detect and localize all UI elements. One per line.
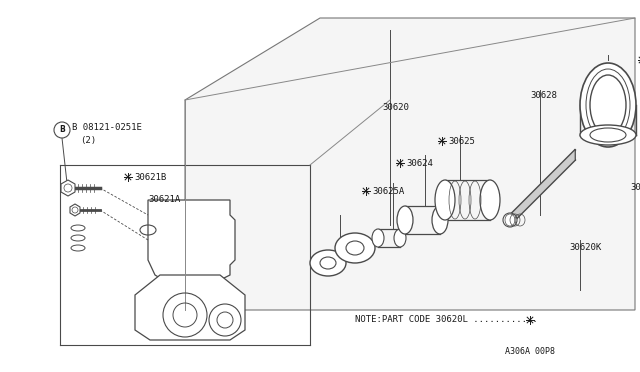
Ellipse shape: [394, 229, 406, 247]
Text: 30624: 30624: [406, 158, 433, 167]
Text: A306A 00P8: A306A 00P8: [505, 347, 555, 356]
Ellipse shape: [580, 125, 636, 145]
Text: B 08121-0251E: B 08121-0251E: [72, 124, 142, 132]
Ellipse shape: [397, 206, 413, 234]
Ellipse shape: [435, 180, 455, 220]
Text: (2): (2): [80, 137, 96, 145]
Polygon shape: [61, 180, 75, 196]
Text: 30620K: 30620K: [569, 244, 601, 253]
Text: 30625E: 30625E: [630, 183, 640, 192]
Ellipse shape: [503, 213, 517, 227]
Polygon shape: [135, 275, 245, 340]
Text: B: B: [59, 125, 65, 135]
Text: 30625A: 30625A: [372, 186, 404, 196]
Polygon shape: [148, 200, 235, 290]
Ellipse shape: [335, 233, 375, 263]
Text: 30621A: 30621A: [148, 196, 180, 205]
Text: 30628: 30628: [530, 92, 557, 100]
Ellipse shape: [54, 122, 70, 138]
Polygon shape: [185, 18, 635, 310]
Ellipse shape: [432, 206, 448, 234]
Polygon shape: [510, 150, 575, 225]
Polygon shape: [70, 204, 80, 216]
Text: 30621B: 30621B: [134, 173, 166, 182]
Text: 30625: 30625: [448, 137, 475, 145]
Ellipse shape: [310, 250, 346, 276]
Ellipse shape: [580, 63, 636, 147]
Ellipse shape: [480, 180, 500, 220]
Text: 30620: 30620: [382, 103, 409, 112]
Ellipse shape: [372, 229, 384, 247]
Text: NOTE:PART CODE 30620L ............: NOTE:PART CODE 30620L ............: [355, 315, 538, 324]
